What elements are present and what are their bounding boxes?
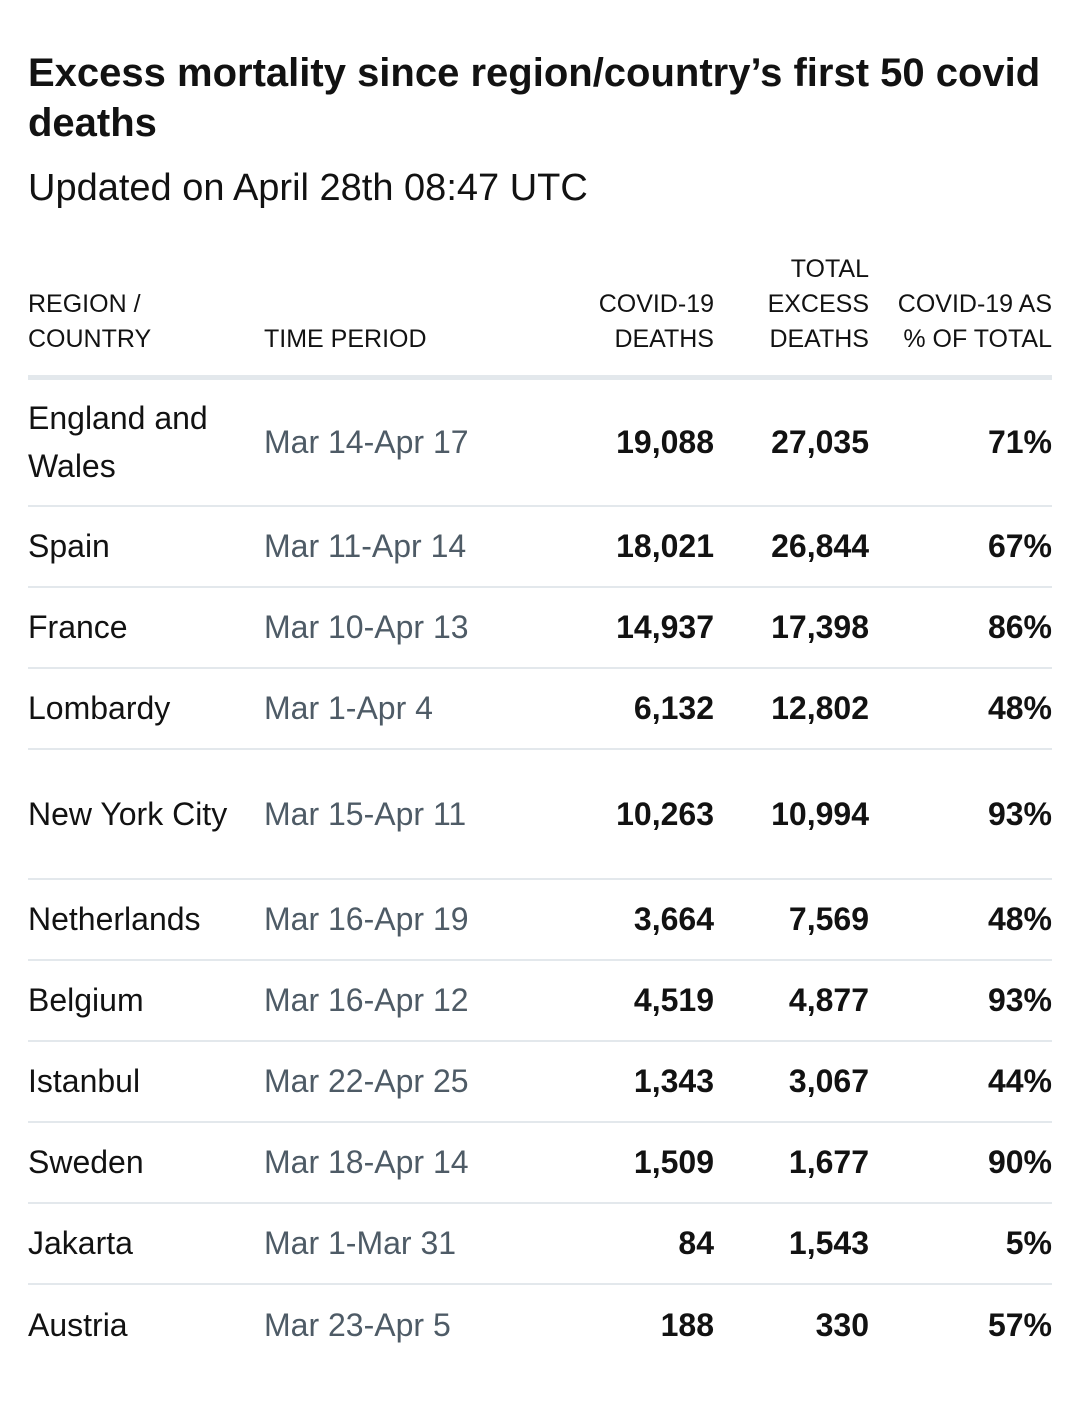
covid-deaths-cell: 188 [660, 1306, 714, 1343]
time-period-cell: Mar 16-Apr 12 [264, 959, 526, 1042]
column-header-time-period: TIME PERIOD [264, 252, 526, 380]
covid-share-cell: 5% [869, 1202, 1052, 1285]
region-cell: Austria [28, 1306, 128, 1343]
chart-subtitle: Updated on April 28th 08:47 UTC [28, 167, 588, 209]
covid-share-cell: 93% [869, 959, 1052, 1042]
total-excess-deaths-cell: 10,994 [714, 748, 869, 880]
column-header-region: REGION / COUNTRY [28, 252, 264, 380]
table-row: Austria Mar 23-Apr 5 188 330 57% [28, 1284, 1052, 1365]
total-excess-deaths-cell: 7,569 [714, 878, 869, 961]
covid-share-cell: 90% [869, 1121, 1052, 1204]
time-period-cell: Mar 16-Apr 19 [264, 878, 526, 961]
covid-deaths-cell: 18,021 [526, 505, 714, 588]
total-excess-deaths-cell: 330 [815, 1306, 869, 1343]
total-excess-deaths-cell: 12,802 [714, 667, 869, 750]
table-row: Netherlands Mar 16-Apr 19 3,664 7,569 48% [28, 878, 1052, 961]
covid-share-cell: 57% [987, 1306, 1052, 1343]
table-row: Lombardy Mar 1-Apr 4 6,132 12,802 48% [28, 667, 1052, 750]
excess-mortality-table: REGION / COUNTRY TIME PERIOD COVID-19 DE… [28, 252, 1052, 1365]
time-period-cell: Mar 11-Apr 14 [264, 505, 526, 588]
covid-deaths-cell: 19,088 [526, 377, 714, 507]
table-row: Sweden Mar 18-Apr 14 1,509 1,677 90% [28, 1121, 1052, 1204]
total-excess-deaths-cell: 26,844 [714, 505, 869, 588]
chart-title: Excess mortality since region/country’s … [28, 51, 1041, 145]
total-excess-deaths-cell: 17,398 [714, 586, 869, 669]
total-excess-deaths-cell: 1,543 [714, 1202, 869, 1285]
covid-share-cell: 44% [869, 1040, 1052, 1123]
covid-deaths-cell: 1,509 [526, 1121, 714, 1204]
covid-share-cell: 48% [869, 667, 1052, 750]
table-row: New York City Mar 15-Apr 11 10,263 10,994 93… [28, 748, 1052, 880]
region-cell: Belgium [28, 959, 264, 1042]
covid-deaths-cell: 4,519 [526, 959, 714, 1042]
table-row: England and Wales Mar 14-Apr 17 19,088 27,0… [28, 377, 1052, 507]
time-period-cell: Mar 18-Apr 14 [264, 1121, 526, 1204]
table-row: Spain Mar 11-Apr 14 18,021 26,844 67% [28, 505, 1052, 588]
covid-deaths-cell: 1,343 [526, 1040, 714, 1123]
covid-share-cell: 86% [869, 586, 1052, 669]
table-body: England and Wales Mar 14-Apr 17 19,088 27,0… [28, 377, 1052, 1365]
covid-deaths-cell: 84 [526, 1202, 714, 1285]
region-cell: Lombardy [28, 667, 264, 750]
covid-deaths-cell: 10,263 [526, 748, 714, 880]
region-cell: Netherlands [28, 878, 264, 961]
total-excess-deaths-cell: 3,067 [714, 1040, 869, 1123]
covid-share-cell: 71% [869, 377, 1052, 507]
table-row: France Mar 10-Apr 13 14,937 17,398 86% [28, 586, 1052, 669]
time-period-cell: Mar 15-Apr 11 [264, 748, 526, 880]
region-cell: Jakarta [28, 1202, 264, 1285]
time-period-cell: Mar 22-Apr 25 [264, 1040, 526, 1123]
total-excess-deaths-cell: 4,877 [714, 959, 869, 1042]
total-excess-deaths-cell: 27,035 [714, 377, 869, 507]
time-period-cell: Mar 23-Apr 5 [264, 1306, 451, 1343]
covid-share-cell: 67% [869, 505, 1052, 588]
region-cell: New York City [28, 748, 264, 880]
time-period-cell: Mar 10-Apr 13 [264, 586, 526, 669]
covid-deaths-cell: 6,132 [526, 667, 714, 750]
region-cell: Spain [28, 505, 264, 588]
region-cell: Istanbul [28, 1040, 264, 1123]
covid-deaths-cell: 3,664 [526, 878, 714, 961]
region-cell: France [28, 586, 264, 669]
total-excess-deaths-cell: 1,677 [714, 1121, 869, 1204]
table-row: Jakarta Mar 1-Mar 31 84 1,543 5% [28, 1202, 1052, 1285]
covid-share-cell: 48% [869, 878, 1052, 961]
region-cell: England and Wales [28, 377, 264, 507]
time-period-cell: Mar 1-Mar 31 [264, 1202, 526, 1285]
table-row: Istanbul Mar 22-Apr 25 1,343 3,067 44% [28, 1040, 1052, 1123]
column-header-covid-deaths: COVID-19 DEATHS [526, 252, 714, 380]
column-header-covid-share: COVID-19 AS % OF TOTAL [869, 252, 1052, 380]
time-period-cell: Mar 14-Apr 17 [264, 377, 526, 507]
table-header-row: REGION / COUNTRY TIME PERIOD COVID-19 DE… [28, 252, 1052, 380]
table-row: Belgium Mar 16-Apr 12 4,519 4,877 93% [28, 959, 1052, 1042]
covid-deaths-cell: 14,937 [526, 586, 714, 669]
column-header-total-excess-deaths: TOTAL EXCESS DEATHS [714, 252, 869, 380]
time-period-cell: Mar 1-Apr 4 [264, 667, 526, 750]
covid-share-cell: 93% [869, 748, 1052, 880]
region-cell: Sweden [28, 1121, 264, 1204]
